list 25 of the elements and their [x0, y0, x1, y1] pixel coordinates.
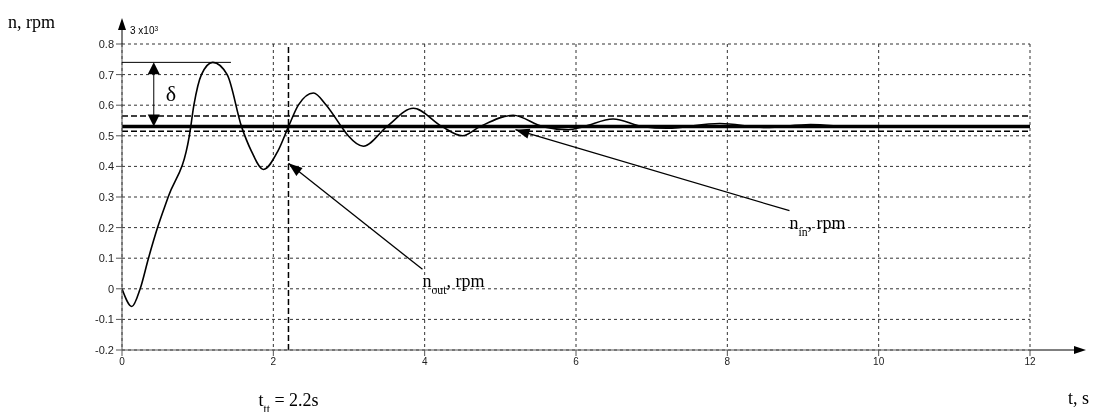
y-tick-label: 0.2 — [98, 221, 114, 234]
x-tick-label: 0 — [119, 356, 126, 368]
y-tick-label: 0.5 — [98, 129, 114, 142]
x-tick-label: 6 — [573, 356, 580, 368]
y-tick-label: 0.3 — [98, 190, 114, 203]
x-tick-label: 8 — [724, 356, 731, 368]
text: 3 x10$^{3}$ — [130, 24, 159, 36]
x-tick-label: 2 — [270, 356, 277, 368]
y-tick-label: 0 — [107, 282, 114, 295]
annotation: n$_{in}$, rpm — [789, 212, 846, 239]
y-tick-label: -0.1 — [95, 313, 114, 326]
y-tick-label: 0.7 — [98, 68, 114, 81]
y-tick-label: -0.2 — [95, 343, 114, 356]
y-tick-label: 0.4 — [98, 160, 114, 173]
x-tick-label: 4 — [421, 356, 428, 368]
annotation: n$_{out}$, rpm — [422, 271, 485, 297]
x-tick-label: 12 — [1024, 356, 1036, 368]
y-tick-label: 0.6 — [98, 99, 114, 112]
x-tick-label: 10 — [873, 356, 885, 368]
y-tick-label: 0.8 — [98, 37, 114, 50]
y-tick-label: 0.1 — [98, 252, 114, 265]
y-axis-title: n, rpm — [8, 12, 55, 32]
annotation: δ — [165, 81, 177, 107]
x-axis-title: t, s — [1067, 388, 1089, 408]
ref-line-label: t$_{tt}$ = 2.2s — [258, 390, 319, 416]
